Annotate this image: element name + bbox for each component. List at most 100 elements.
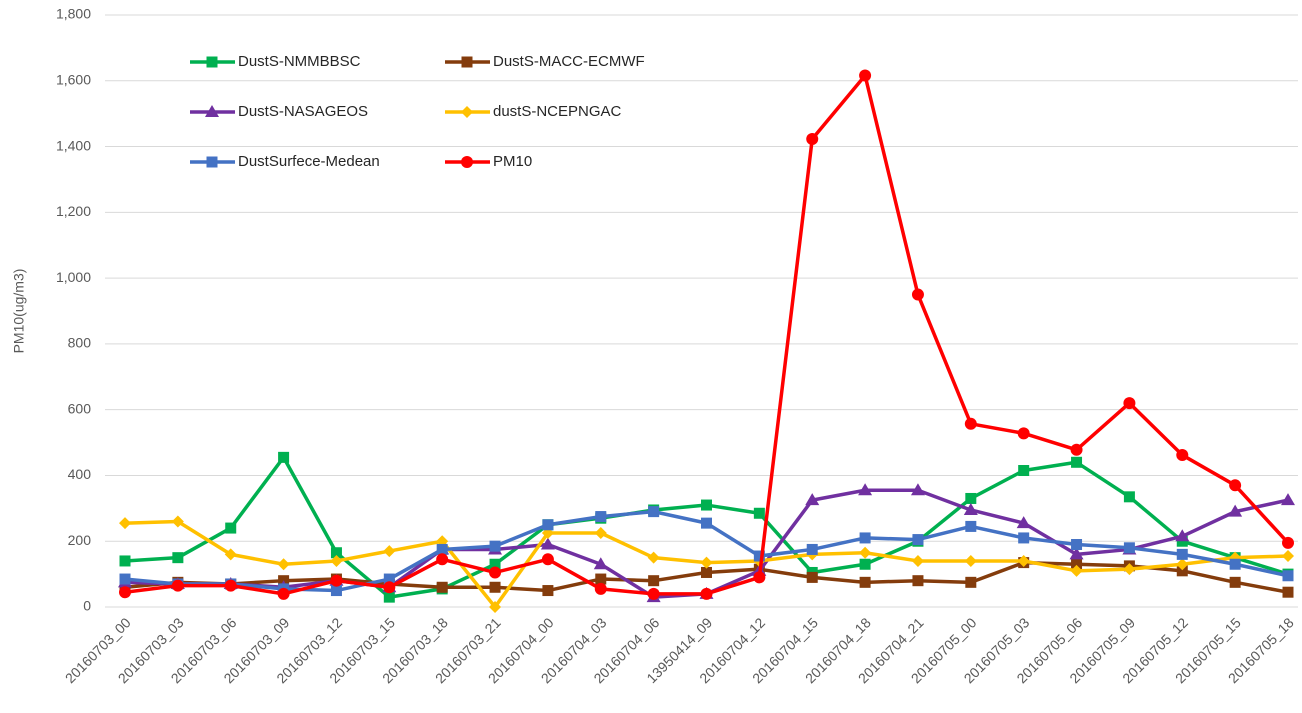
marker xyxy=(489,558,501,570)
marker xyxy=(594,527,607,539)
marker xyxy=(701,499,712,511)
marker xyxy=(1123,542,1135,554)
marker xyxy=(1176,558,1189,571)
marker xyxy=(542,585,554,597)
marker xyxy=(172,552,184,564)
marker xyxy=(1229,558,1241,570)
marker xyxy=(912,575,924,587)
marker xyxy=(647,587,660,600)
marker xyxy=(542,519,554,531)
marker xyxy=(1071,558,1083,570)
marker xyxy=(595,511,607,523)
marker xyxy=(648,575,660,587)
legend-label: PM10 xyxy=(493,153,532,170)
marker xyxy=(436,553,449,566)
marker xyxy=(383,591,395,603)
marker xyxy=(700,556,713,569)
marker xyxy=(1228,504,1243,517)
y-tick-label: 1,200 xyxy=(56,203,91,219)
legend: DustS-NMMBBSC DustS-MACC-ECMWF DustS-NASAG… xyxy=(190,53,645,170)
marker xyxy=(965,576,977,588)
marker xyxy=(964,554,977,567)
y-axis-label: PM10(ug/m3) xyxy=(11,269,27,354)
marker xyxy=(1017,554,1030,567)
marker xyxy=(1123,563,1136,576)
marker xyxy=(593,557,608,570)
y-tick-label: 400 xyxy=(68,466,92,482)
marker xyxy=(489,566,502,579)
marker xyxy=(963,502,978,515)
marker xyxy=(1069,547,1084,560)
marker xyxy=(206,156,218,168)
marker xyxy=(224,579,237,592)
marker xyxy=(964,417,977,430)
y-tick-label: 1,800 xyxy=(56,6,91,22)
y-tick-label: 1,000 xyxy=(56,269,91,285)
marker xyxy=(1282,550,1294,563)
marker xyxy=(119,517,131,530)
legend-label: DustS-NASAGEOS xyxy=(238,103,368,120)
marker xyxy=(1070,443,1083,456)
marker xyxy=(1282,586,1294,598)
marker xyxy=(461,56,473,68)
marker xyxy=(859,558,871,570)
marker xyxy=(910,483,925,496)
marker xyxy=(753,550,765,562)
marker xyxy=(277,587,290,600)
marker xyxy=(859,532,871,544)
marker xyxy=(1282,570,1294,582)
marker xyxy=(206,56,218,68)
legend-label: DustS-NMMBBSC xyxy=(238,53,361,70)
marker xyxy=(1123,491,1135,503)
marker xyxy=(911,288,924,301)
marker xyxy=(1176,449,1189,462)
marker xyxy=(1070,564,1083,577)
marker xyxy=(806,132,819,145)
marker xyxy=(1282,536,1294,549)
marker xyxy=(1229,479,1242,492)
marker xyxy=(224,548,237,561)
marker xyxy=(489,601,502,613)
y-tick-label: 800 xyxy=(68,335,92,351)
marker xyxy=(436,581,448,593)
marker xyxy=(1017,427,1030,440)
marker xyxy=(541,553,554,566)
marker xyxy=(1071,456,1083,468)
marker xyxy=(330,574,343,587)
marker xyxy=(595,573,607,585)
marker xyxy=(278,451,290,463)
marker xyxy=(1229,576,1241,588)
marker xyxy=(1018,532,1030,544)
marker xyxy=(648,506,660,518)
y-tick-label: 1,400 xyxy=(56,137,91,153)
marker xyxy=(383,581,396,594)
y-tick-label: 600 xyxy=(68,400,92,416)
marker xyxy=(330,547,342,559)
marker xyxy=(330,585,342,597)
marker xyxy=(911,554,924,567)
marker xyxy=(701,517,712,529)
marker xyxy=(461,156,473,168)
marker xyxy=(701,566,712,578)
marker xyxy=(119,586,131,599)
legend-label: DustSurfece-Medean xyxy=(238,153,380,170)
marker xyxy=(330,554,343,567)
marker xyxy=(858,483,873,496)
marker xyxy=(753,571,766,584)
marker xyxy=(171,579,184,592)
y-tick-label: 1,600 xyxy=(56,71,91,87)
marker xyxy=(806,571,818,583)
legend-label: dustS-NCEPNGAC xyxy=(493,103,622,120)
marker xyxy=(540,537,555,550)
marker xyxy=(700,587,713,600)
marker xyxy=(119,555,131,567)
marker xyxy=(753,507,765,519)
marker xyxy=(1123,397,1136,410)
marker xyxy=(859,546,872,559)
marker xyxy=(383,573,395,585)
marker xyxy=(171,515,184,528)
marker xyxy=(1176,548,1188,560)
marker xyxy=(912,534,924,546)
y-tick-label: 0 xyxy=(83,598,91,614)
